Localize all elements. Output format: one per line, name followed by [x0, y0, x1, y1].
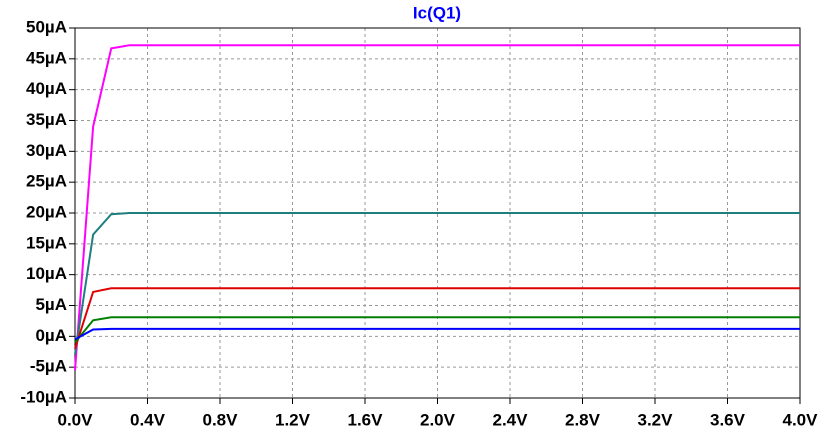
- series-line: [74, 327, 800, 341]
- y-tick-label: 25µA: [26, 172, 67, 191]
- y-tick-label: 40µA: [26, 79, 67, 98]
- y-tick-label: -5µA: [30, 357, 67, 376]
- x-tick-label: 3.2V: [638, 410, 674, 429]
- y-tick-label: 35µA: [26, 110, 67, 129]
- x-tick-label: 0.4V: [130, 410, 166, 429]
- x-tick-label: 2.0V: [420, 410, 456, 429]
- x-tick-label: 4.0V: [783, 410, 819, 429]
- y-tick-label: 45µA: [26, 48, 67, 67]
- y-tick-label: 0µA: [35, 326, 67, 345]
- y-tick-label: 15µA: [26, 233, 67, 252]
- x-tick-label: 1.2V: [275, 410, 311, 429]
- x-tick-label: 0.0V: [58, 410, 94, 429]
- series-line: [74, 316, 800, 344]
- x-tick-label: 2.8V: [565, 410, 601, 429]
- series-line: [74, 287, 800, 349]
- y-tick-label: 50µA: [26, 17, 67, 36]
- chart-title: Ic(Q1): [413, 3, 461, 22]
- series-line: [74, 212, 800, 355]
- y-tick-label: 5µA: [35, 295, 67, 314]
- x-tick-label: 1.6V: [348, 410, 384, 429]
- y-tick-label: -10µA: [20, 387, 67, 406]
- x-tick-label: 0.8V: [203, 410, 239, 429]
- y-tick-label: 30µA: [26, 141, 67, 160]
- series-line: [74, 44, 800, 371]
- x-tick-label: 3.6V: [710, 410, 746, 429]
- y-tick-label: 10µA: [26, 264, 67, 283]
- x-tick-label: 2.4V: [493, 410, 529, 429]
- y-tick-label: 20µA: [26, 202, 67, 221]
